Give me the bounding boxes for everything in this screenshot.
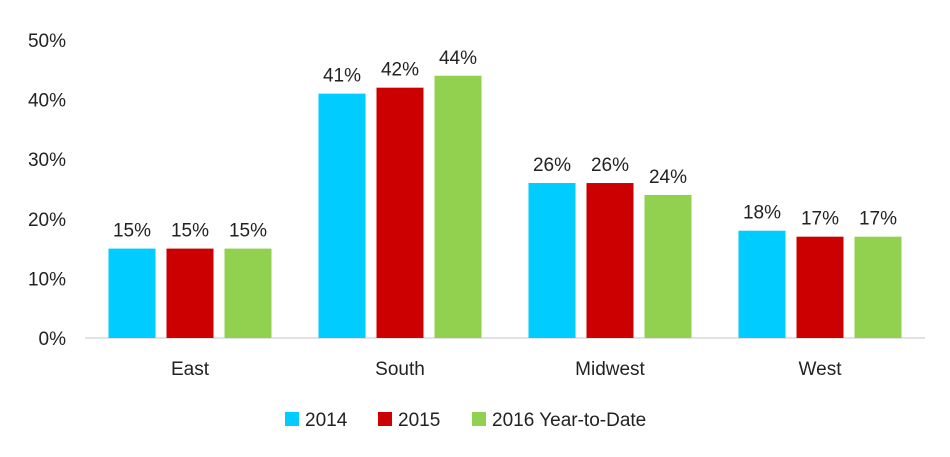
x-category-label: East (171, 359, 210, 380)
data-label: 15% (171, 221, 209, 242)
legend-label: 2014 (305, 410, 348, 431)
y-tick-label: 40% (28, 91, 66, 112)
data-label: 15% (229, 221, 267, 242)
legend-label: 2015 (398, 410, 440, 431)
legend-label: 2016 Year-to-Date (492, 410, 646, 431)
y-tick-label: 10% (28, 269, 66, 290)
bar-2014-south (318, 93, 366, 338)
bar-2015-west (796, 236, 844, 338)
bar-2016-year-to-date-midwest (644, 194, 692, 338)
bar-2016-year-to-date-west (854, 236, 902, 338)
legend-swatch (285, 412, 299, 426)
bar-2014-west (738, 230, 786, 338)
bar-2015-east (166, 248, 214, 338)
data-label: 17% (859, 209, 897, 230)
bar-2014-midwest (528, 183, 576, 338)
legend: 2014 2015 2016 Year-to-Date (285, 410, 646, 431)
legend-swatch (472, 412, 486, 426)
bar-2016-year-to-date-east (224, 248, 272, 338)
data-label: 17% (801, 209, 839, 230)
data-label: 42% (381, 60, 419, 81)
data-label: 26% (591, 155, 629, 176)
data-label: 15% (113, 221, 151, 242)
y-tick-label: 0% (39, 329, 67, 350)
y-tick-label: 50% (28, 31, 66, 52)
y-tick-label: 30% (28, 150, 66, 171)
data-label: 18% (743, 203, 781, 224)
data-labels: 15% 15% 15% 41% 42% 44% 26% 26% 24% 18% 17% 17% (113, 48, 897, 242)
data-label: 24% (649, 167, 687, 188)
bar-2015-south (376, 87, 424, 339)
data-label: 41% (323, 66, 361, 87)
x-category-label: West (799, 359, 843, 380)
y-axis: 0% 10% 20% 30% 40% 50% (28, 31, 66, 350)
bar-2016-year-to-date-south (434, 75, 482, 338)
bars (108, 75, 902, 339)
data-label: 44% (439, 48, 477, 69)
x-category-label: South (375, 359, 425, 380)
x-axis: East South Midwest West (171, 359, 842, 380)
y-tick-label: 20% (28, 210, 66, 231)
legend-swatch (378, 412, 392, 426)
data-label: 26% (533, 155, 571, 176)
bar-2015-midwest (586, 183, 634, 338)
x-category-label: Midwest (575, 359, 645, 380)
bar-2014-east (108, 248, 156, 338)
